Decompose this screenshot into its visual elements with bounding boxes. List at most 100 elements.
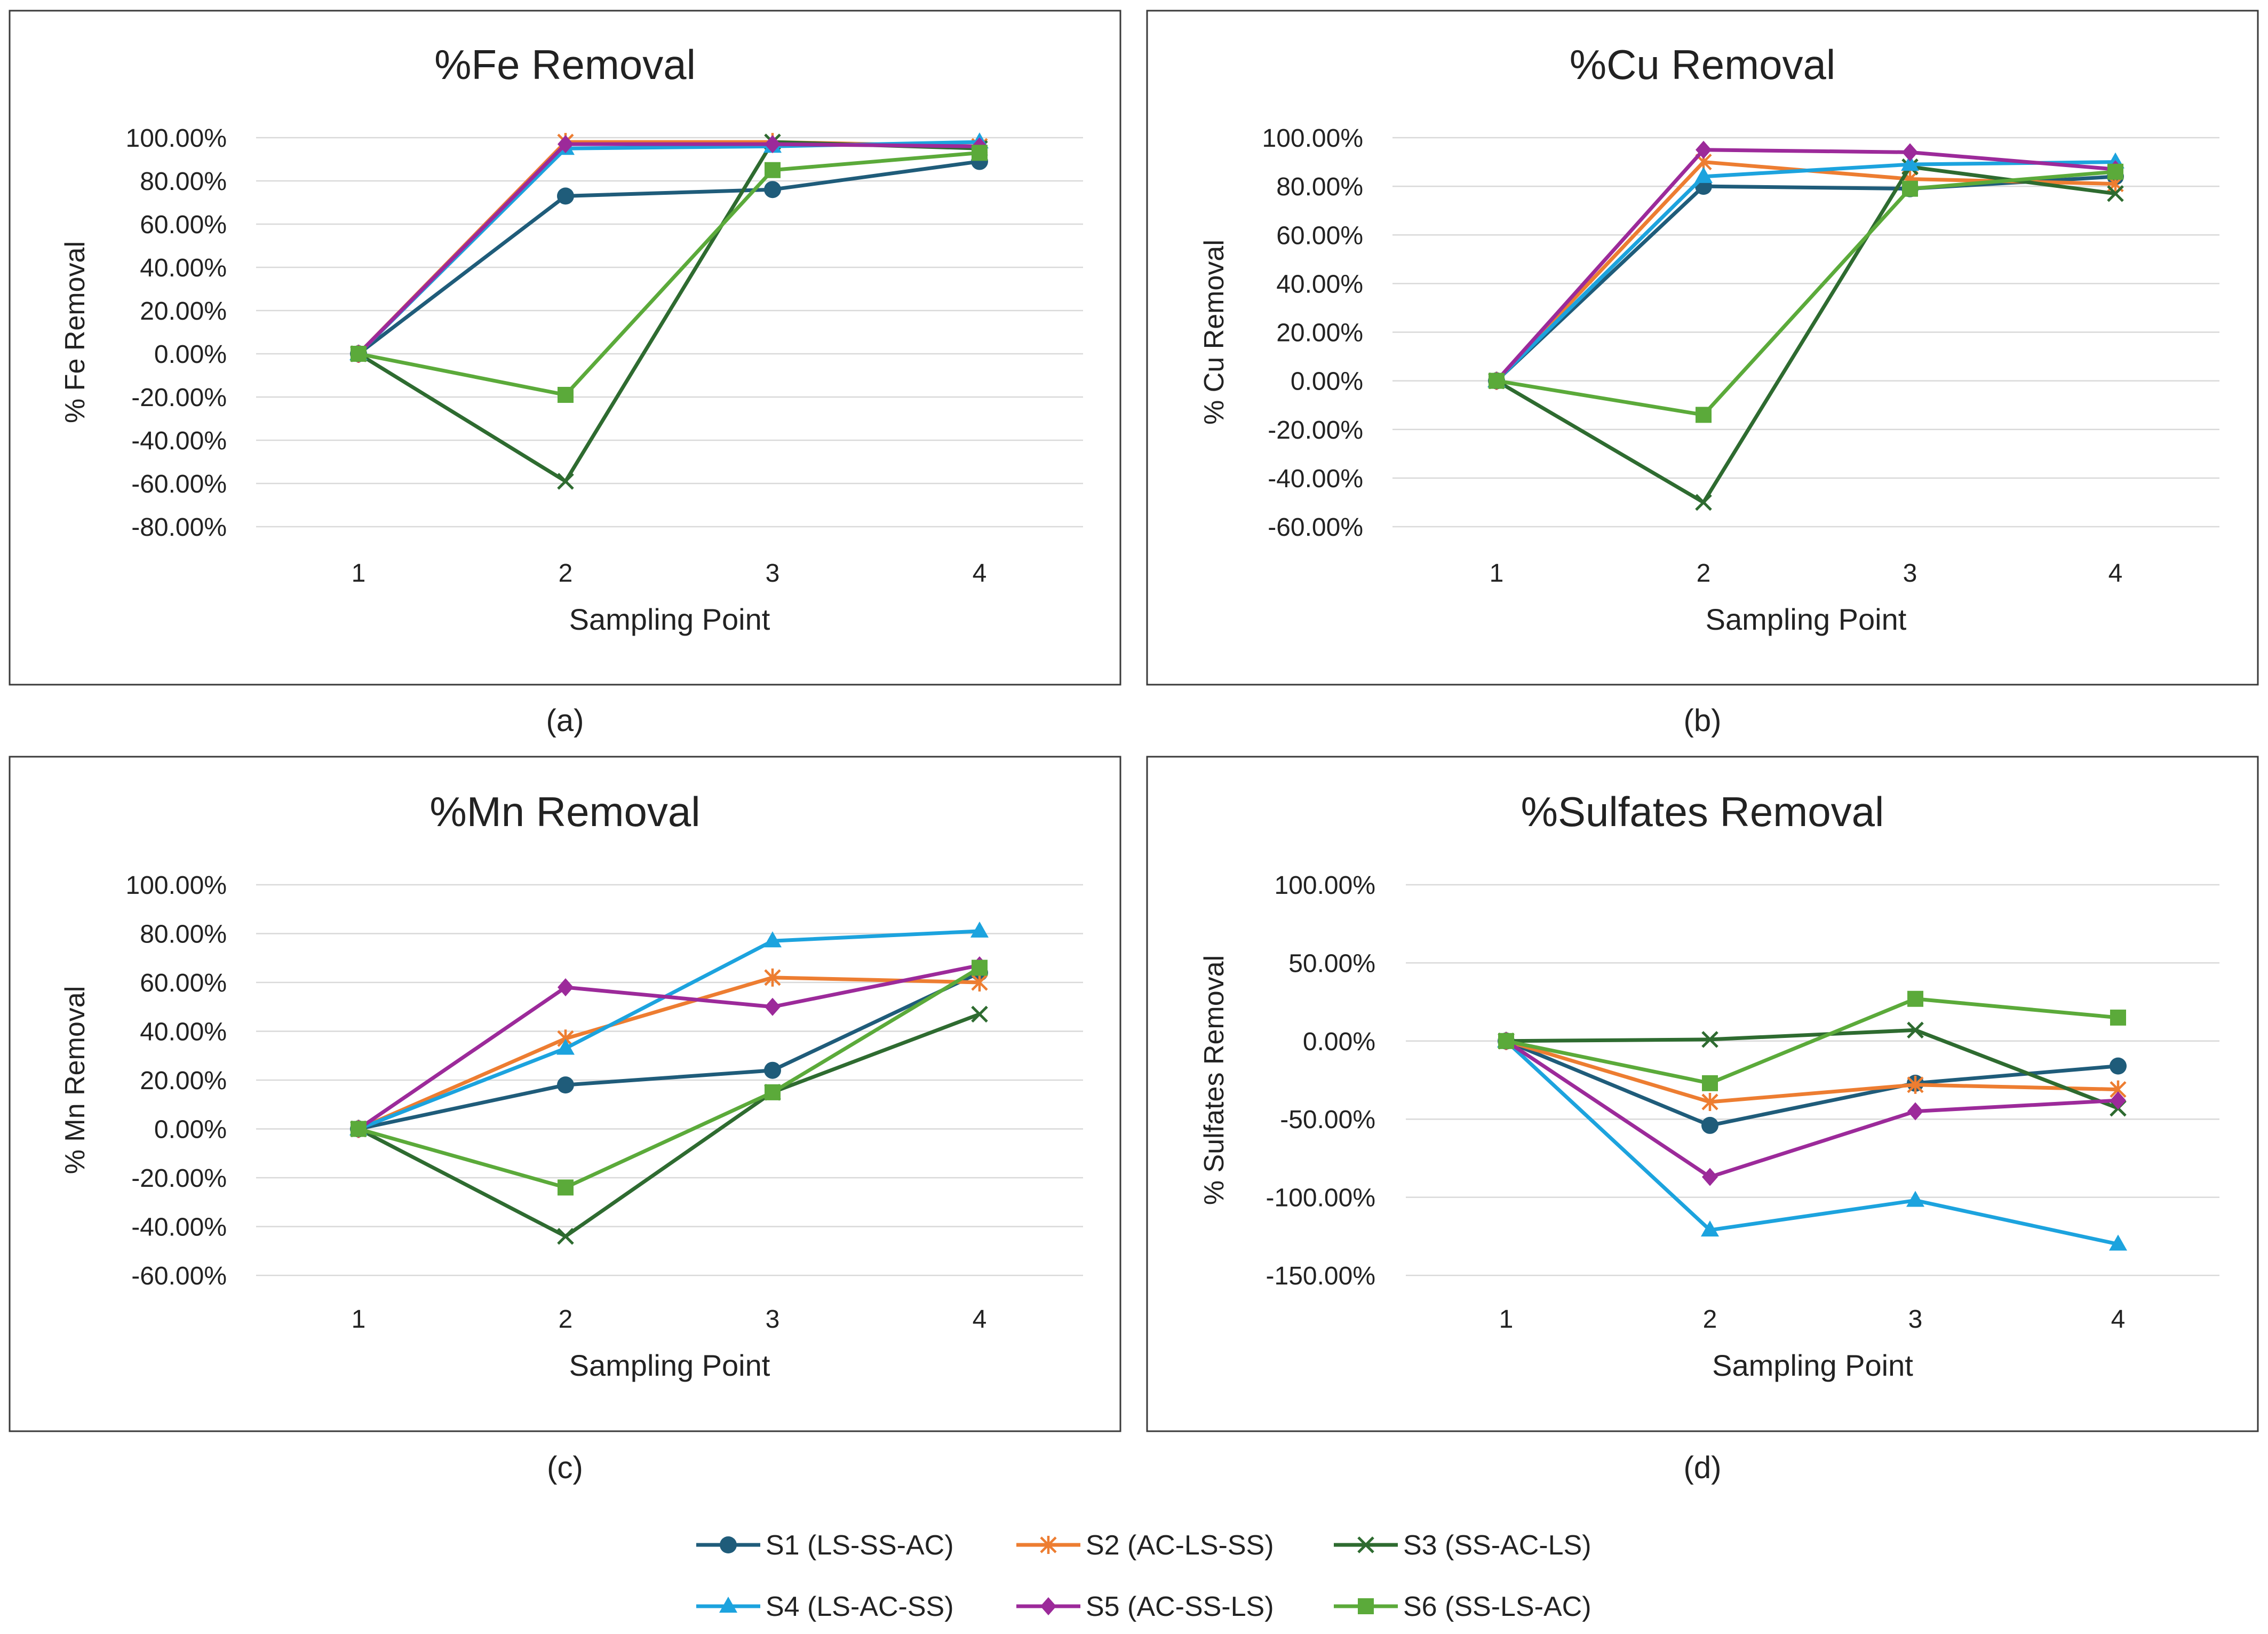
y-tick-label: 60.00% xyxy=(1276,221,1363,250)
y-tick-label: -40.00% xyxy=(1268,465,1363,493)
series-s6 xyxy=(351,959,988,1196)
y-tick-label: -60.00% xyxy=(131,470,227,498)
data-point-s5-2 xyxy=(1702,1168,1718,1186)
y-tick-label: -100.00% xyxy=(1266,1184,1375,1212)
x-axis-label: Sampling Point xyxy=(1712,1349,1913,1382)
y-axis-label: % Cu Removal xyxy=(1199,240,1230,425)
chart-title: %Sulfates Removal xyxy=(1521,788,1884,835)
series-line-s1 xyxy=(356,971,982,1131)
data-point-s6-1 xyxy=(351,1121,367,1137)
legend-item-s1: S1 (LS-SS-AC) xyxy=(696,1530,954,1561)
data-point-s6-4 xyxy=(972,145,988,161)
series-line-s6 xyxy=(356,966,982,1189)
data-point-s6-3 xyxy=(1902,180,1918,197)
legend-label: S1 (LS-SS-AC) xyxy=(766,1530,954,1561)
data-point-s5-3 xyxy=(765,997,781,1016)
y-tick-label: 40.00% xyxy=(140,1018,227,1046)
data-point-s2-3 xyxy=(1907,1075,1924,1094)
x-tick-label: 2 xyxy=(1697,559,1711,588)
x-tick-label: 2 xyxy=(1703,1305,1717,1334)
series-line-s4 xyxy=(1494,160,2118,383)
x-tick-label: 3 xyxy=(1908,1305,1923,1334)
series-line-s3 xyxy=(1504,1028,2120,1111)
series-line-s5 xyxy=(356,963,982,1131)
data-point-s6-2 xyxy=(1696,407,1712,423)
x-tick-label: 1 xyxy=(1499,1305,1514,1334)
chart-panel-3: 100.00% 80.00% 60.00% 40.00% 20.00% 0.00% -20.… xyxy=(9,756,1121,1432)
data-point-s5-3 xyxy=(765,135,781,154)
data-point-s1-2 xyxy=(557,187,574,205)
x-tick-label: 2 xyxy=(559,1305,573,1334)
chart-title: %Fe Removal xyxy=(434,41,696,88)
x-tick-label: 1 xyxy=(1490,559,1504,588)
legend: S1 (LS-SS-AC) S2 (AC-LS-SS) S3 (SS-AC-LS) S… xyxy=(696,1530,1591,1622)
chart-frame xyxy=(9,10,1121,686)
data-point-s5-2 xyxy=(558,978,574,997)
legend-item-s2: S2 (AC-LS-SS) xyxy=(1016,1530,1274,1561)
data-point-s2-4 xyxy=(971,973,988,991)
x-tick-label: 3 xyxy=(766,1305,780,1334)
series-line-s2 xyxy=(1504,1039,2120,1104)
y-tick-label: 0.00% xyxy=(154,1116,227,1144)
x-tick-label: 4 xyxy=(2108,559,2123,588)
data-point-s6-2 xyxy=(558,1179,574,1196)
data-point-s4-3 xyxy=(763,931,782,948)
legend-marker-s6 xyxy=(1358,1598,1374,1614)
legend-label: S3 (SS-AC-LS) xyxy=(1403,1530,1591,1561)
data-point-s6-3 xyxy=(1907,990,1923,1007)
y-tick-label: 0.00% xyxy=(1303,1028,1375,1056)
y-tick-label: -60.00% xyxy=(1268,513,1363,542)
data-point-s6-4 xyxy=(2107,163,2123,180)
x-tick-label: 1 xyxy=(352,1305,366,1334)
chart-panel-4: 100.00% 50.00% 0.00% -50.00% -100.00% -150.00… xyxy=(1146,756,2259,1432)
series-s6 xyxy=(1498,990,2126,1091)
data-point-s6-3 xyxy=(765,162,781,178)
chart-panel-2: 100.00% 80.00% 60.00% 40.00% 20.00% 0.00% -20.… xyxy=(1146,10,2259,686)
x-tick-label: 3 xyxy=(766,559,780,588)
y-tick-label: 100.00% xyxy=(1275,871,1376,900)
x-axis-label: Sampling Point xyxy=(1706,602,1907,636)
y-tick-label: -80.00% xyxy=(131,513,227,542)
legend-label: S6 (SS-LS-AC) xyxy=(1403,1591,1591,1622)
y-tick-label: -20.00% xyxy=(131,1164,227,1193)
y-axis-label: % Sulfates Removal xyxy=(1199,955,1230,1205)
data-point-s5-4 xyxy=(2110,1091,2126,1110)
legend-marker-s5 xyxy=(1040,1597,1056,1615)
panel-caption: (a) xyxy=(546,703,584,738)
chart-frame xyxy=(1146,10,2259,686)
legend-marker-s4 xyxy=(719,1597,737,1613)
panel-caption: (c) xyxy=(547,1450,583,1485)
legend-marker-s3 xyxy=(1357,1536,1374,1553)
x-axis-label: Sampling Point xyxy=(569,1349,770,1382)
data-point-s4-3 xyxy=(1906,1191,1924,1207)
y-tick-label: 50.00% xyxy=(1288,949,1375,978)
series-s4 xyxy=(1497,1031,2127,1251)
x-tick-label: 4 xyxy=(973,1305,987,1334)
y-tick-label: 20.00% xyxy=(140,1067,227,1095)
data-point-s6-1 xyxy=(1498,1033,1514,1049)
data-point-s5-2 xyxy=(1696,140,1712,159)
data-point-s5-2 xyxy=(558,135,574,154)
data-point-s6-3 xyxy=(765,1084,781,1100)
series-line-s5 xyxy=(1504,1039,2120,1179)
data-point-s4-2 xyxy=(556,1038,575,1055)
series-line-s1 xyxy=(356,160,982,356)
data-point-s1-2 xyxy=(1701,1116,1718,1134)
legend-item-s5: S5 (AC-SS-LS) xyxy=(1016,1591,1274,1622)
data-point-s3-3 xyxy=(1907,1021,1924,1039)
panel-caption: (b) xyxy=(1684,703,1722,738)
data-point-s1-3 xyxy=(764,1061,781,1079)
x-tick-label: 2 xyxy=(559,559,573,588)
data-point-s2-3 xyxy=(764,968,781,987)
panel-caption: (d) xyxy=(1684,1450,1722,1485)
data-point-s6-4 xyxy=(2110,1009,2126,1026)
y-tick-label: 60.00% xyxy=(140,969,227,997)
data-point-s1-3 xyxy=(764,181,781,199)
y-tick-label: 40.00% xyxy=(1276,270,1363,298)
series-line-s4 xyxy=(1504,1039,2120,1246)
chart-frame xyxy=(1146,756,2259,1432)
series-line-s1 xyxy=(1504,1039,2120,1128)
data-point-s6-1 xyxy=(1489,372,1505,389)
legend-label: S2 (AC-LS-SS) xyxy=(1086,1530,1274,1561)
data-point-s1-4 xyxy=(2110,1057,2127,1075)
